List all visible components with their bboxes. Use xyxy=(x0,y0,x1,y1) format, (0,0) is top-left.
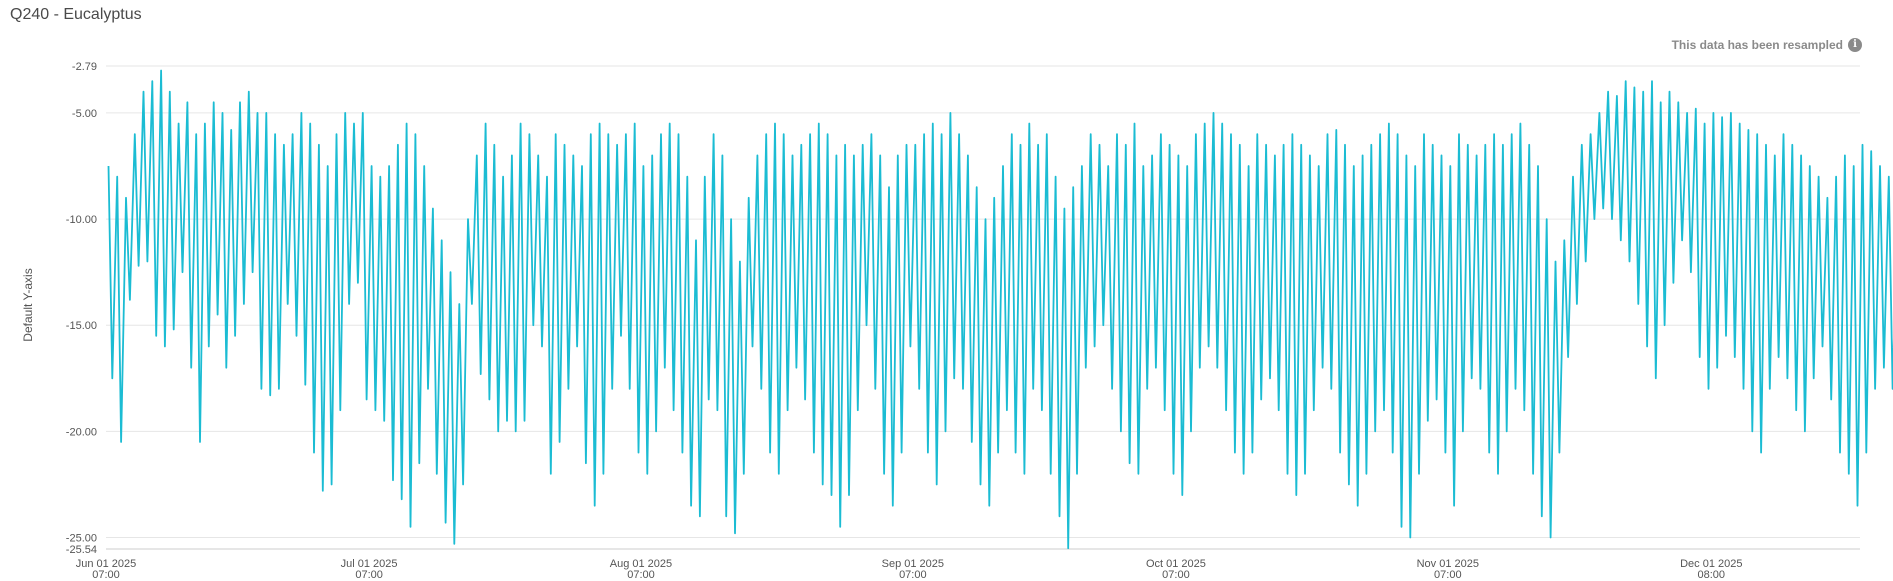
x-tick-time: 08:00 xyxy=(1698,569,1726,581)
x-tick-time: 07:00 xyxy=(899,569,927,581)
y-tick-label: -25.00 xyxy=(66,533,97,545)
y-tick-label: -15.00 xyxy=(66,320,97,332)
x-tick-time: 07:00 xyxy=(92,569,120,581)
y-axis-ticks: -2.79 -5.00 -10.00 -15.00 -20.00 -25.00-25.54 xyxy=(66,61,97,556)
x-tick-time: 07:00 xyxy=(355,569,383,581)
y-tick-label: -25.54 xyxy=(66,544,97,556)
info-icon[interactable]: i xyxy=(1848,38,1862,52)
series-line xyxy=(107,69,1893,550)
series-lines[interactable] xyxy=(107,69,1893,550)
chart-title: Q240 - Eucalyptus xyxy=(10,6,142,23)
resampled-notice-text: This data has been resampled xyxy=(1671,38,1843,52)
y-tick-label: -5.00 xyxy=(72,108,97,120)
x-tick-label: Jun 01 2025 xyxy=(76,558,137,570)
x-tick-label: Sep 01 2025 xyxy=(882,558,944,570)
y-tick-label: -20.00 xyxy=(66,426,97,438)
x-tick-time: 07:00 xyxy=(1162,569,1190,581)
y-tick-label: -2.79 xyxy=(72,61,97,73)
x-tick-time: 07:00 xyxy=(1434,569,1462,581)
x-tick-label: Aug 01 2025 xyxy=(610,558,672,570)
y-tick-label: -10.00 xyxy=(66,214,97,226)
x-tick-label: Jul 01 2025 xyxy=(341,558,398,570)
y-axis-label: Default Y-axis xyxy=(21,268,35,341)
x-tick-label: Oct 01 2025 xyxy=(1146,558,1206,570)
x-tick-label: Nov 01 2025 xyxy=(1417,558,1479,570)
x-tick-time: 07:00 xyxy=(627,569,655,581)
resampled-notice: This data has been resampled i xyxy=(1672,38,1862,52)
x-tick-label: Dec 01 2025 xyxy=(1680,558,1742,570)
